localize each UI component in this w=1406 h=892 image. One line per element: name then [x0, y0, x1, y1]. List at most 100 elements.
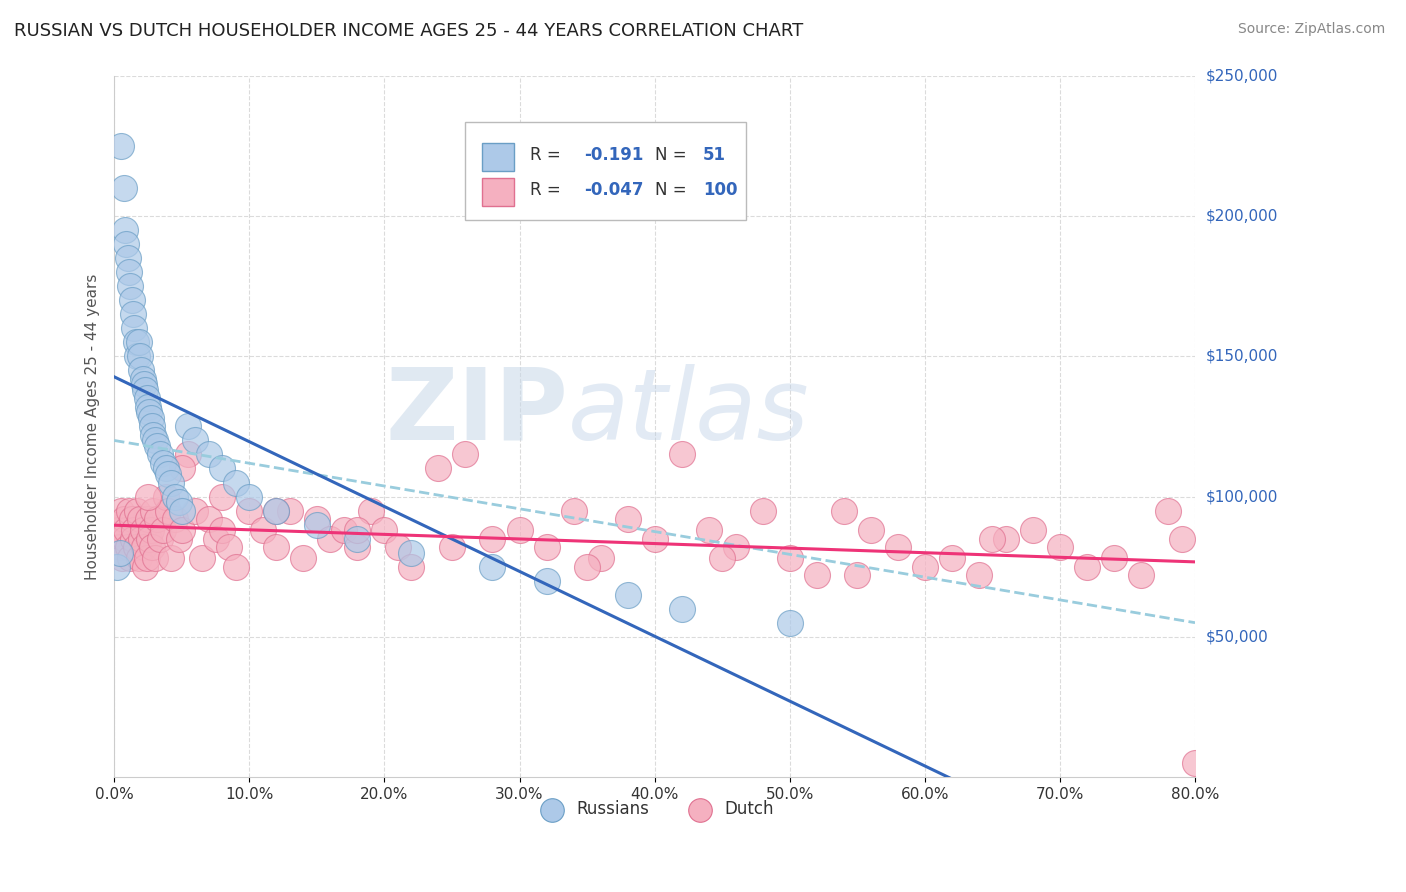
Point — [118, 503, 141, 517]
Point — [170, 523, 193, 537]
Point — [160, 475, 183, 490]
Point — [105, 532, 128, 546]
Text: Source: ZipAtlas.com: Source: ZipAtlas.com — [1237, 22, 1385, 37]
Point — [191, 551, 214, 566]
Point — [104, 517, 127, 532]
Point — [1184, 756, 1206, 770]
Point — [105, 559, 128, 574]
Point — [132, 377, 155, 392]
Point — [160, 551, 183, 566]
Point — [177, 448, 200, 462]
Point — [319, 532, 342, 546]
Point — [576, 559, 599, 574]
Point — [141, 540, 163, 554]
Point — [387, 540, 409, 554]
Point — [110, 139, 132, 153]
Point — [266, 503, 288, 517]
Point — [170, 461, 193, 475]
Point — [184, 503, 207, 517]
Point — [108, 546, 131, 560]
Point — [218, 540, 240, 554]
Point — [346, 523, 368, 537]
Point — [146, 439, 169, 453]
Point — [238, 490, 260, 504]
Point — [139, 523, 162, 537]
Point — [163, 490, 186, 504]
Point — [124, 523, 146, 537]
Point — [152, 523, 174, 537]
Point — [1076, 559, 1098, 574]
Point — [129, 363, 152, 377]
Text: N =: N = — [655, 145, 686, 163]
Text: atlas: atlas — [568, 364, 810, 461]
Point — [266, 503, 288, 517]
Point — [128, 551, 150, 566]
Point — [616, 512, 638, 526]
Point — [887, 540, 910, 554]
Text: -0.191: -0.191 — [585, 145, 644, 163]
Point — [108, 540, 131, 554]
Text: R =: R = — [530, 145, 561, 163]
Point — [846, 568, 869, 582]
Point — [225, 475, 247, 490]
Bar — [482, 178, 515, 206]
Point — [724, 540, 747, 554]
Point — [107, 523, 129, 537]
Point — [427, 461, 450, 475]
Text: -0.047: -0.047 — [585, 181, 644, 199]
Point — [135, 551, 157, 566]
Point — [360, 503, 382, 517]
Point — [333, 523, 356, 537]
Point — [157, 503, 180, 517]
Point — [305, 512, 328, 526]
Point — [197, 512, 219, 526]
Point — [112, 512, 135, 526]
Point — [1102, 551, 1125, 566]
Point — [779, 615, 801, 630]
Point — [536, 574, 558, 588]
Point — [167, 532, 190, 546]
Point — [149, 532, 172, 546]
Point — [346, 532, 368, 546]
Point — [994, 532, 1017, 546]
Point — [122, 532, 145, 546]
Point — [134, 383, 156, 397]
Point — [138, 405, 160, 419]
Text: N =: N = — [655, 181, 686, 199]
Point — [278, 503, 301, 517]
Text: ZIP: ZIP — [385, 364, 568, 461]
Point — [114, 223, 136, 237]
Point — [292, 551, 315, 566]
Point — [211, 523, 233, 537]
Point — [157, 467, 180, 482]
Point — [170, 503, 193, 517]
Point — [136, 490, 159, 504]
Point — [1157, 503, 1180, 517]
Point — [1022, 523, 1045, 537]
Point — [124, 321, 146, 335]
Point — [136, 400, 159, 414]
Point — [122, 307, 145, 321]
Point — [204, 532, 226, 546]
Point — [252, 523, 274, 537]
Point — [142, 428, 165, 442]
Point — [131, 372, 153, 386]
Point — [167, 495, 190, 509]
Point — [127, 503, 149, 517]
Point — [941, 551, 963, 566]
Text: $50,000: $50,000 — [1206, 629, 1268, 644]
Point — [139, 411, 162, 425]
Point — [211, 490, 233, 504]
Point — [125, 540, 148, 554]
Point — [671, 601, 693, 615]
Point — [481, 532, 503, 546]
Point — [135, 392, 157, 406]
Point — [1170, 532, 1192, 546]
Point — [117, 252, 139, 266]
Point — [138, 532, 160, 546]
Point — [373, 523, 395, 537]
Point — [454, 448, 477, 462]
Point — [120, 279, 142, 293]
Point — [346, 540, 368, 554]
Point — [440, 540, 463, 554]
